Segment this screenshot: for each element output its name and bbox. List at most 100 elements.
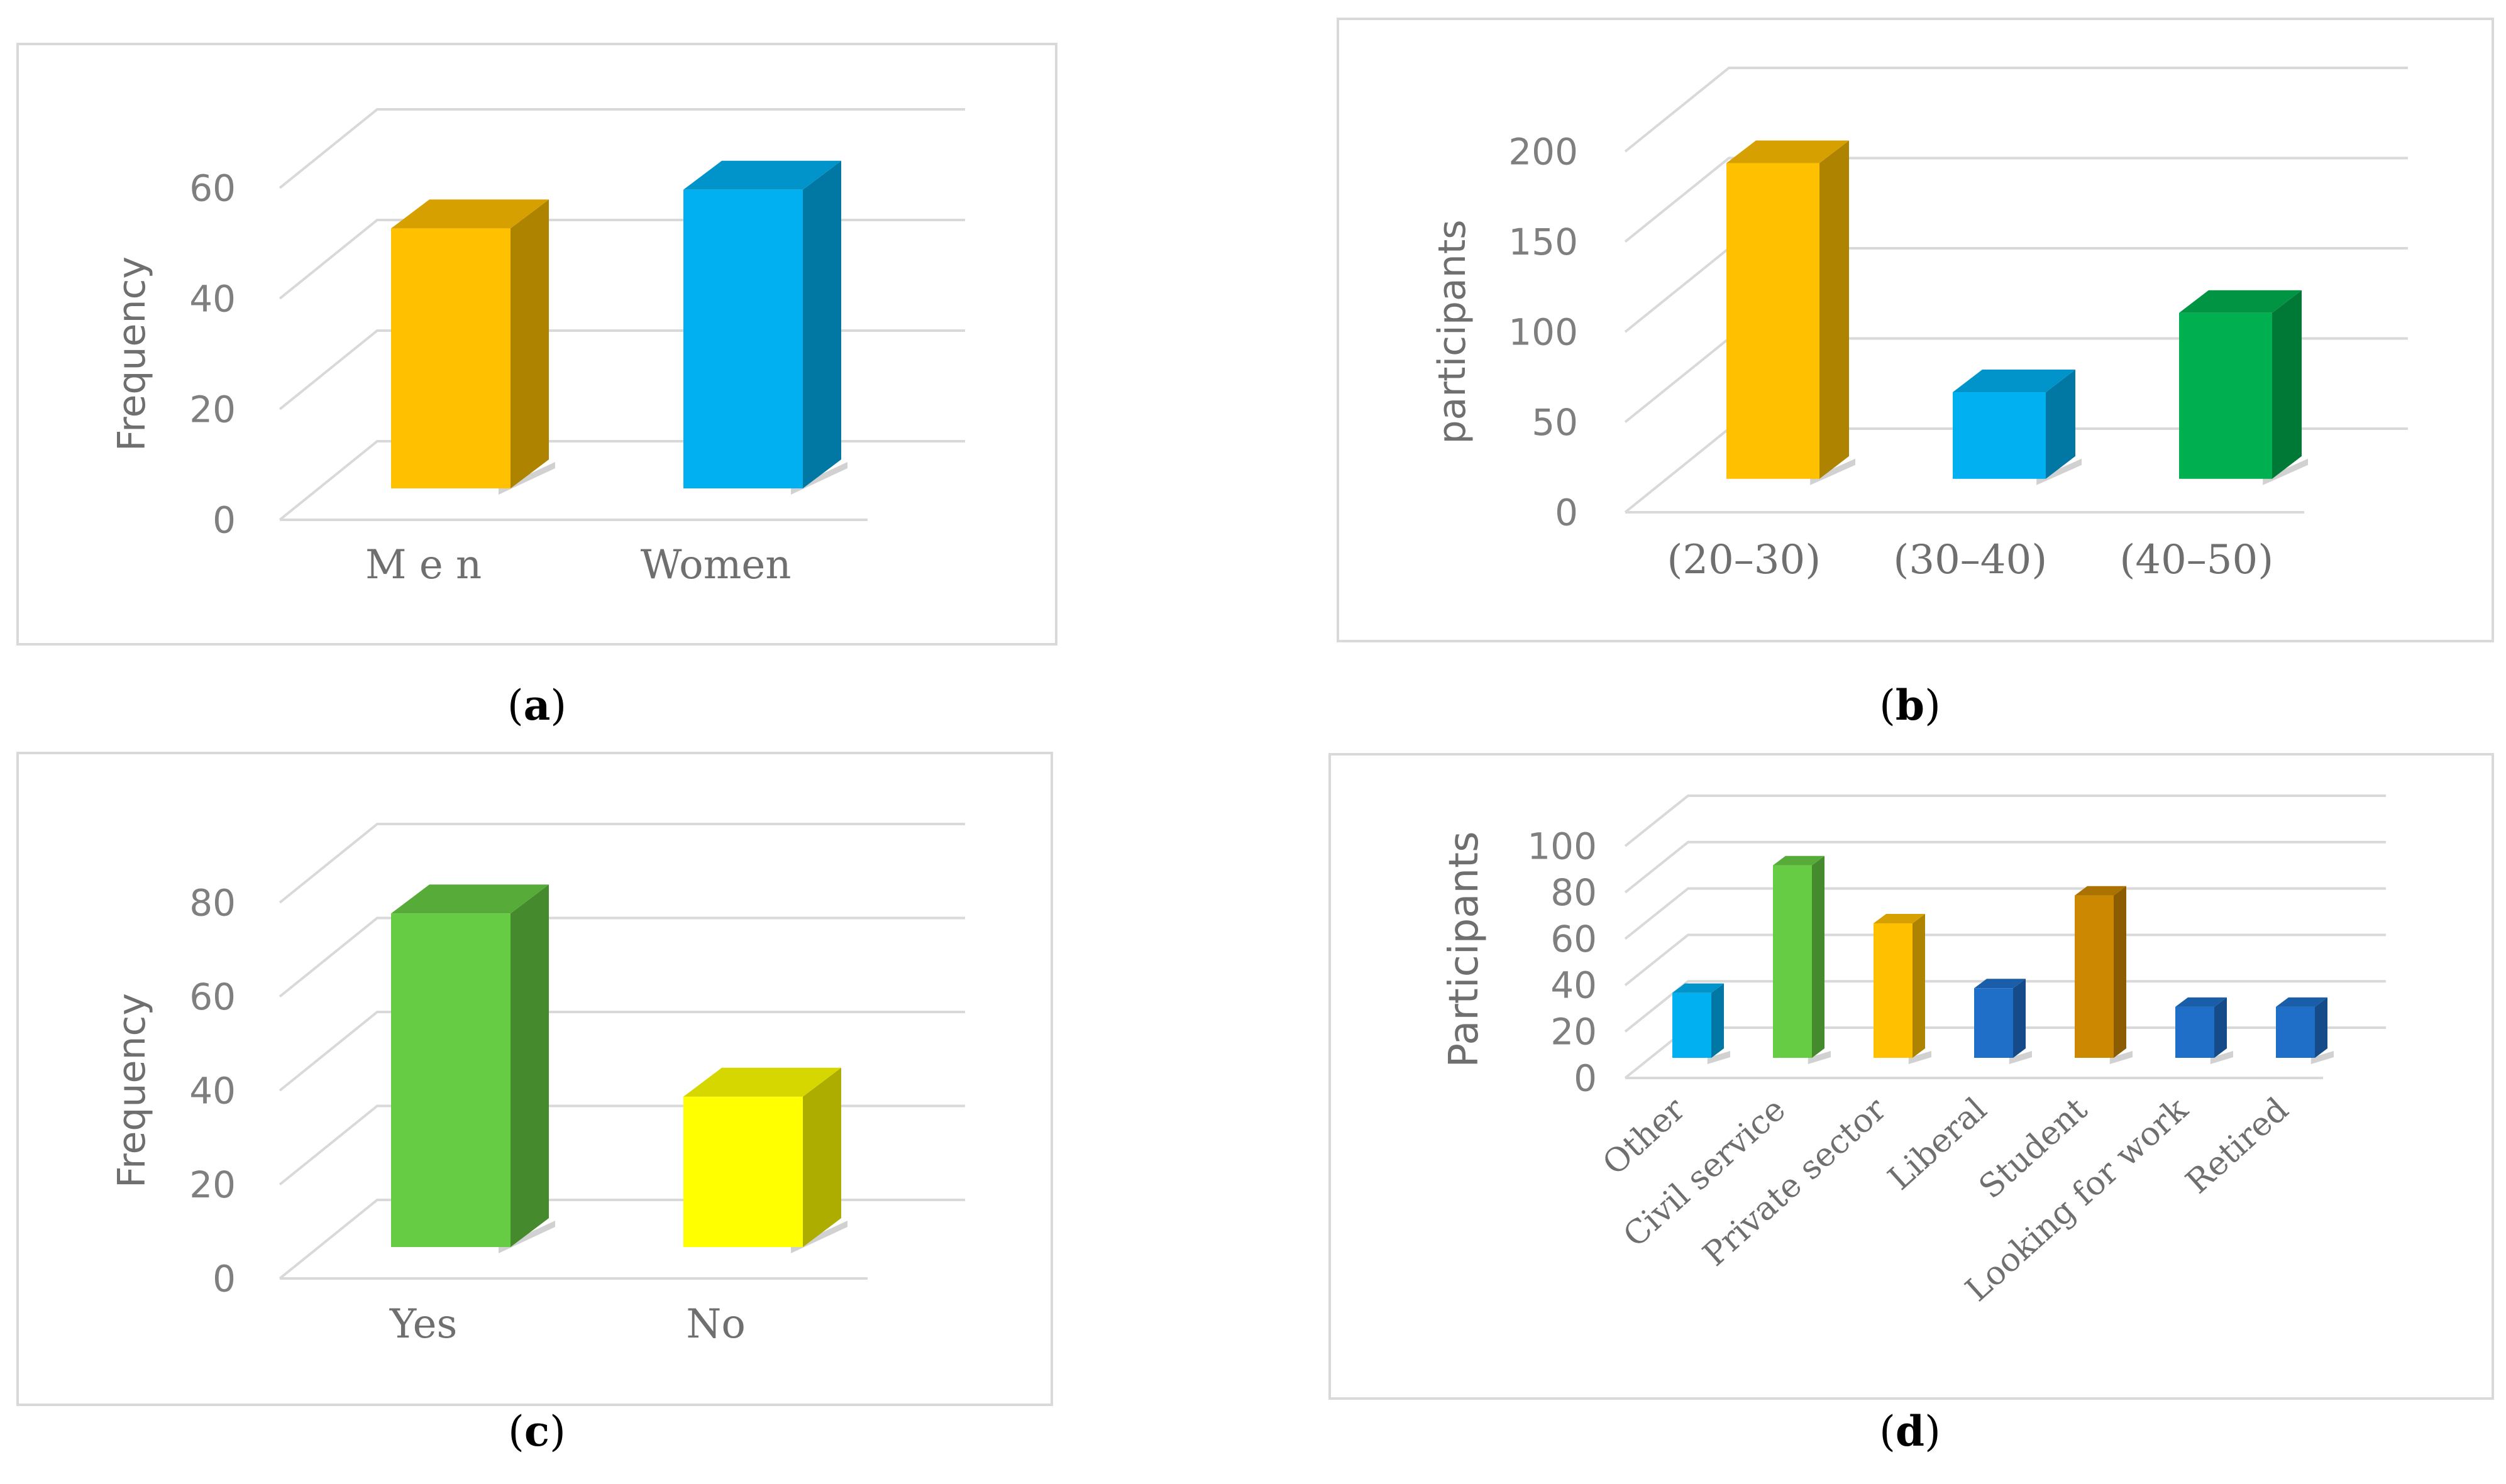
bar-top — [683, 1067, 841, 1097]
bar-shadow — [2009, 1051, 2032, 1064]
bar-side — [2315, 997, 2327, 1058]
bar-front — [1974, 988, 2013, 1058]
y-tick-label: 150 — [1508, 221, 1578, 263]
panel-caption-letter: d — [1896, 1407, 1924, 1456]
gridline — [279, 1011, 965, 1092]
bar-shadow — [1810, 458, 1855, 485]
bar-2 — [683, 1067, 847, 1253]
bar-front — [2175, 1006, 2214, 1058]
bar-shadow — [1908, 1051, 1931, 1064]
bar-front — [2075, 895, 2114, 1058]
bar-top — [2179, 290, 2302, 313]
panel-caption: (d) — [1879, 1407, 1941, 1456]
y-tick-label: 200 — [1508, 130, 1578, 173]
bar-2 — [1953, 370, 2082, 485]
y-tick-label: 60 — [189, 167, 236, 209]
panel-caption-letter: a — [524, 681, 551, 730]
x-category-label: M e n — [365, 542, 482, 588]
bar-front — [1874, 923, 1913, 1058]
x-category-label: (40–50) — [2119, 537, 2273, 583]
bar-shadow — [2310, 1051, 2334, 1064]
panel-caption: (c) — [508, 1407, 566, 1456]
x-category-label: (30–40) — [1893, 537, 2047, 583]
bar-3 — [2179, 290, 2308, 485]
bar-1 — [391, 199, 555, 495]
bar-top — [391, 199, 549, 229]
y-tick-label: 20 — [189, 388, 236, 431]
gridline — [1624, 980, 2386, 1033]
panel-caption: (b) — [1879, 681, 1941, 730]
bar-top — [1974, 979, 2026, 989]
bar-top — [1726, 140, 1849, 163]
bar-side — [2214, 997, 2227, 1058]
bar-front — [1726, 163, 1819, 479]
bar-top — [1672, 983, 1724, 993]
bar-front — [391, 913, 511, 1247]
gridline — [279, 108, 965, 189]
bar-side — [1819, 140, 1849, 479]
bar-top — [1953, 370, 2075, 393]
y-tick-label: 40 — [189, 277, 236, 320]
bar-5 — [2075, 886, 2133, 1064]
bar-front — [1773, 865, 1812, 1058]
bar-top — [1874, 913, 1925, 923]
bar-shadow — [2036, 458, 2082, 485]
gridline — [1624, 67, 2408, 153]
gridline — [1624, 794, 2386, 847]
gridline — [1624, 887, 2386, 940]
y-tick-label: 100 — [1508, 311, 1578, 353]
bar-4 — [1974, 979, 2032, 1064]
y-axis-label: participants — [1430, 219, 1474, 444]
y-tick-label: 0 — [213, 498, 236, 541]
bar-1 — [1672, 983, 1730, 1064]
bar-shadow — [2109, 1051, 2133, 1064]
panel-caption-letter: b — [1896, 681, 1924, 730]
gridline — [1624, 840, 2386, 894]
y-tick-label: 0 — [1555, 491, 1578, 534]
gridline — [1624, 933, 2386, 986]
bar-front — [1953, 392, 2046, 479]
y-tick-label: 40 — [189, 1069, 236, 1112]
bar-top — [1773, 855, 1824, 866]
bar-side — [803, 160, 841, 489]
gridline — [1624, 157, 2408, 243]
bar-top — [683, 160, 841, 190]
bar-top — [2175, 997, 2227, 1007]
bar-top — [2075, 886, 2126, 896]
bar-side — [2272, 290, 2302, 479]
bar-side — [2114, 886, 2126, 1058]
bar-front — [683, 1096, 803, 1247]
chart-panel-a: 0 20 40 60 M e n Women Frequency — [16, 43, 1057, 646]
x-category-label: Yes — [389, 1301, 457, 1348]
bar-front — [683, 189, 803, 488]
bar-7 — [2276, 997, 2334, 1064]
bar-side — [1812, 855, 1824, 1058]
y-tick-label: 50 — [1532, 401, 1578, 444]
bar-front — [1672, 992, 1711, 1058]
y-tick-label: 20 — [189, 1163, 236, 1206]
y-tick-label: 20 — [1550, 1011, 1597, 1053]
y-tick-label: 0 — [1574, 1057, 1597, 1099]
panel-caption: (a) — [507, 681, 566, 730]
x-category-label: No — [686, 1301, 746, 1348]
bar-top — [2276, 997, 2327, 1007]
y-tick-label: 0 — [213, 1257, 236, 1300]
bar-2 — [683, 160, 847, 495]
gridline — [279, 823, 965, 904]
bar-side — [803, 1067, 841, 1247]
gridline — [279, 916, 965, 998]
bar-side — [2046, 370, 2075, 479]
bar-shadow — [2263, 458, 2308, 485]
y-tick-label: 80 — [1550, 871, 1597, 914]
y-tick-label: 60 — [1550, 918, 1597, 960]
bar-side — [1711, 983, 1724, 1058]
bar-front — [2179, 312, 2272, 479]
y-tick-label: 40 — [1550, 964, 1597, 1007]
y-tick-label: 60 — [189, 976, 236, 1018]
bar-2 — [1773, 855, 1831, 1064]
y-tick-label: 80 — [189, 881, 236, 924]
bar-side — [1913, 913, 1925, 1058]
bar-shadow — [2210, 1051, 2233, 1064]
